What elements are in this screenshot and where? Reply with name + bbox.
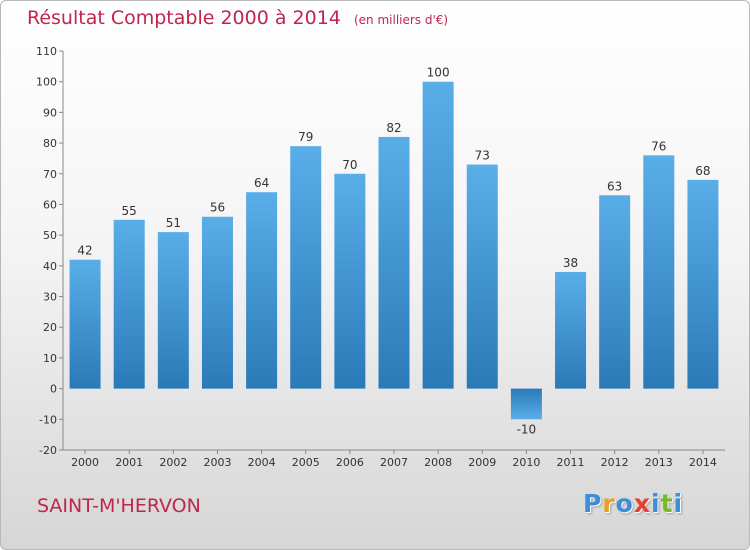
x-tick-label-2003: 2003 [203,456,231,469]
x-tick-label-2013: 2013 [645,456,673,469]
bar-2006 [334,173,366,389]
y-tick-label: 50 [43,229,57,242]
y-tick-label: 30 [43,291,57,304]
bar-2001 [113,219,145,389]
bar-2013 [643,155,675,389]
y-tick-label: 80 [43,137,57,150]
x-tick-label-2006: 2006 [336,456,364,469]
bar-2014 [687,179,719,389]
logo-letter: r [602,489,616,518]
value-label-2008: 100 [427,66,450,80]
bar-2008 [422,81,454,389]
chart-subtitle: (en milliers d'€) [353,13,449,27]
x-tick-label-2004: 2004 [248,456,276,469]
bar-2000 [69,259,101,389]
x-tick-label-2012: 2012 [601,456,629,469]
y-tick-label: 100 [36,76,57,89]
value-label-2011: 38 [563,256,578,270]
bar-layer [69,81,719,420]
logo-letter: i [673,489,684,518]
y-tick-label: 110 [36,45,57,58]
x-tick-label-2007: 2007 [380,456,408,469]
bar-2004 [246,192,278,389]
logo-letter: P [583,489,603,518]
value-label-2005: 79 [298,130,313,144]
bar-2005 [290,146,322,389]
x-tick-label-2010: 2010 [512,456,540,469]
value-label-2002: 51 [166,216,181,230]
y-tick-label: 40 [43,260,57,273]
value-label-2004: 64 [254,176,269,190]
x-tick-label-2001: 2001 [115,456,143,469]
value-label-2012: 63 [607,179,622,193]
value-label-2006: 70 [342,158,357,172]
y-tick-label: -10 [39,413,57,426]
x-tick-label-2008: 2008 [424,456,452,469]
value-label-2013: 76 [651,139,666,153]
value-label-2009: 73 [475,149,490,163]
chart-title: Résultat Comptable 2000 à 2014 [27,7,341,29]
y-tick-label: 10 [43,352,57,365]
bar-2011 [555,271,587,389]
y-tick-label: -20 [39,444,57,457]
value-label-2000: 42 [77,244,92,258]
bar-2012 [599,195,631,389]
value-label-2010: -10 [517,422,537,436]
axis-layer: -20 -10 0 10 20 30 40 50 60 70 80 90 100 110 [36,45,725,457]
bar-2009 [466,164,498,389]
y-tick-label: 0 [50,383,57,396]
value-label-2001: 55 [122,204,137,218]
x-tick-label-2014: 2014 [689,456,717,469]
y-tick-label: 60 [43,198,57,211]
value-label-2007: 82 [386,121,401,135]
value-label-2014: 68 [695,164,710,178]
bar-2002 [157,232,189,389]
title-row: Résultat Comptable 2000 à 2014 (en milli… [27,7,448,29]
commune-name: SAINT-M'HERVON [37,495,201,517]
y-tick-label: 20 [43,321,57,334]
x-tick-label-2002: 2002 [159,456,187,469]
logo-letter: x [633,489,651,518]
bar-2007 [378,136,410,389]
y-tick-label: 70 [43,168,57,181]
logo-letter: o [615,489,634,518]
logo-letter: t [660,489,674,518]
y-tick-label: 90 [43,106,57,119]
proxiti-logo: Proxiti [583,489,683,518]
bar-2010 [510,388,542,420]
logo-letter: i [651,489,661,518]
bar-2003 [201,216,233,389]
x-tick-label-2009: 2009 [468,456,496,469]
x-tick-label-2011: 2011 [557,456,585,469]
value-label-2003: 56 [210,201,225,215]
label-layer: 42 2000 55 2001 51 2002 56 2003 64 2004 79 2005 70 20… [71,66,717,469]
x-tick-label-2005: 2005 [292,456,320,469]
x-tick-label-2000: 2000 [71,456,99,469]
